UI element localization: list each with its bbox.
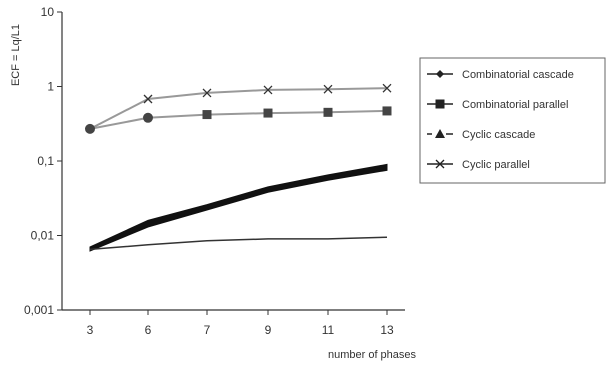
y-tick-label: 1 [47,80,54,94]
marker-x-stroke [435,159,445,169]
marker-triangle [435,129,445,138]
x-tick-label: 7 [204,323,211,337]
marker-square [202,110,212,120]
marker-x [323,84,333,94]
legend-label: Combinatorial cascade [462,69,574,81]
legend-box [419,57,606,184]
marker-x [382,83,392,93]
y-tick-label: 0,001 [24,303,54,317]
marker-x [143,94,153,104]
y-tick-label: 0,01 [31,229,55,243]
marker-x-stroke [143,94,153,104]
x-tick-label: 9 [265,323,272,337]
marker-x-stroke [263,85,273,95]
x-tick-label: 11 [322,323,335,337]
y-axis-label: ECF = Lq/L1 [10,24,22,86]
legend-item: Combinatorial parallel [427,99,568,111]
marker-square [323,107,333,117]
marker-square [382,106,392,116]
series-line [89,109,388,130]
marker-x-stroke [323,84,333,94]
legend-item: Combinatorial cascade [427,69,574,81]
x-tick-label: 13 [380,323,394,337]
legend-item: Cyclic cascade [427,129,535,141]
y-tick-label: 10 [41,5,55,19]
marker-x [202,88,212,98]
y-tick-label: 0,1 [37,154,54,168]
legend-label: Cyclic parallel [462,159,530,171]
marker-square [263,108,273,118]
x-axis-label: number of phases [328,349,417,361]
x-tick-label: 3 [87,323,94,337]
marker-x [435,159,445,169]
legend-label: Combinatorial parallel [462,99,568,111]
plot-area [85,83,392,252]
legend-label: Cyclic cascade [462,129,535,141]
x-tick-label: 6 [145,323,152,337]
marker-x-stroke [202,88,212,98]
band-area [89,163,388,252]
series-line [89,236,388,251]
marker-x [263,85,273,95]
legend: Combinatorial cascade Combinatorial paral… [419,57,606,184]
series-line [89,87,388,130]
axes: 0,001 0,01 0,1 1 10 3 6 7 9 11 13 number of phases E… [10,5,417,361]
marker-x-stroke [382,83,392,93]
marker-circle [85,123,95,134]
marker-circle [143,112,153,123]
legend-item: Cyclic parallel [427,159,530,171]
marker-square [435,99,445,109]
marker-diamond [436,70,444,78]
